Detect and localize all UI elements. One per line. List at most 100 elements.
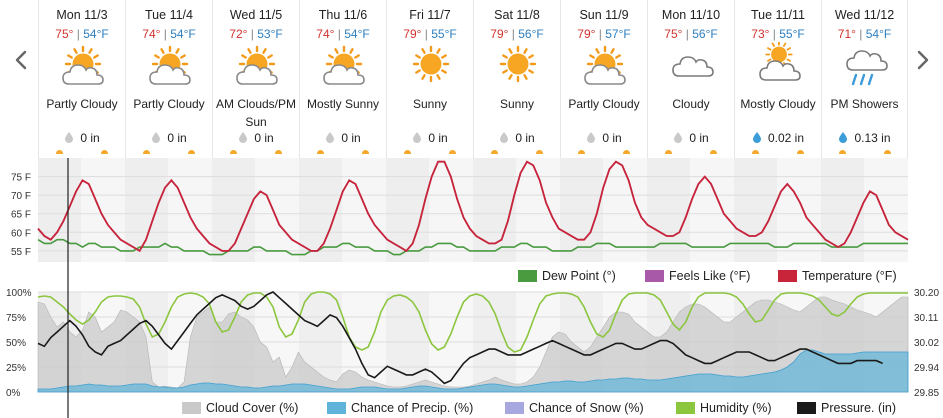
precip-amount: 0 in (648, 131, 734, 145)
high-temp: 74° (316, 27, 335, 41)
day-column[interactable]: Wed 11/5 72° | 53°F AM Clouds/PM Sun 0 i… (212, 0, 299, 160)
legend-swatch (645, 270, 664, 282)
day-column[interactable]: Mon 11/10 75° | 56°F Cloudy 0 in (647, 0, 734, 160)
cloud-cover-legend[interactable]: Cloud Cover (%) (182, 401, 298, 415)
pressure-legend[interactable]: Pressure. (in) (797, 401, 896, 415)
day-column[interactable]: Wed 11/12 71° | 54°F PM Showers 0.13 in (821, 0, 908, 160)
low-temp: 57°F (605, 27, 631, 41)
legend-label: Dew Point (°) (542, 269, 616, 283)
precip-chance-legend[interactable]: Chance of Precip. (%) (327, 401, 473, 415)
day-name: Thu 11/6 (318, 8, 368, 22)
high-temp: 79° (490, 27, 509, 41)
low-temp: 55°F (779, 27, 805, 41)
precip-amount: 0 in (474, 131, 560, 145)
condition-label: Sunny (412, 97, 448, 111)
percent-y-tick: 25% (6, 363, 26, 374)
temp-y-tick: 55 F (11, 247, 31, 258)
temp-y-tick: 70 F (11, 191, 31, 202)
day-temps: 73° | 55°F (751, 27, 805, 41)
rain-drop-icon (838, 131, 854, 145)
night-band (299, 158, 342, 262)
day-column[interactable]: Sun 11/9 79° | 57°F Partly Cloudy 0 in (560, 0, 647, 160)
day-name: Sun 11/9 (579, 8, 629, 22)
condition-label: Cloudy (672, 97, 710, 111)
cloud-cover-area (37, 296, 909, 393)
day-column[interactable]: Fri 11/7 79° | 55°F Sunny 0 in (386, 0, 473, 160)
high-temp: 79° (577, 27, 596, 41)
condition-label: Mostly Cloudy (740, 97, 816, 111)
day-column[interactable]: Mon 11/3 75° | 54°F Partly Cloudy 0 in (38, 0, 125, 160)
high-temp: 73° (751, 27, 770, 41)
day-column[interactable]: Sat 11/8 79° | 56°F Sunny 0 in (473, 0, 560, 160)
day-name: Tue 11/4 (145, 8, 193, 22)
humidity-legend[interactable]: Humidity (%) (676, 401, 772, 415)
snow-chance-legend[interactable]: Chance of Snow (%) (505, 401, 644, 415)
partly-cloudy-icon (323, 45, 365, 85)
partly-cloudy-icon (149, 45, 191, 85)
night-band (734, 158, 777, 262)
precip-amount: 0 in (561, 131, 647, 145)
night-band (647, 158, 690, 262)
dew-point-line (37, 238, 908, 256)
pressure-y-tick: 29.94 (914, 363, 939, 374)
legend-swatch (676, 402, 695, 414)
next-days-button[interactable] (908, 44, 936, 76)
sunrise-sunset-marks (561, 150, 647, 156)
day-temps: 75° | 54°F (55, 27, 109, 41)
chevron-left-icon (15, 50, 27, 70)
legend-swatch (518, 270, 537, 282)
high-temp: 79° (403, 27, 422, 41)
day-column[interactable]: Thu 11/6 74° | 54°F Mostly Sunny 0 in (299, 0, 386, 160)
day-temps: 79° | 55°F (403, 27, 457, 41)
legend-label: Temperature (°F) (802, 269, 897, 283)
showers-icon (846, 50, 888, 86)
sunrise-icon (491, 150, 498, 154)
sunrise-sunset-marks (735, 150, 821, 156)
sunny-icon (412, 45, 450, 83)
legend-label: Pressure. (in) (821, 401, 896, 415)
pressure-y-tick: 30.11 (914, 313, 939, 324)
condition-label: Mostly Sunny (306, 97, 380, 111)
night-band (473, 158, 516, 262)
previous-days-button[interactable] (8, 44, 36, 76)
legend-label: Feels Like (°F) (669, 269, 750, 283)
sunrise-sunset-marks (39, 150, 125, 156)
sunrise-sunset-marks (474, 150, 560, 156)
rain-drop-icon (752, 131, 768, 145)
temperature-legend[interactable]: Temperature (°F) (778, 269, 897, 283)
partly-cloudy-icon (236, 45, 278, 85)
condition-label: Partly Cloudy (46, 97, 118, 111)
condition-label: Partly Cloudy (568, 97, 640, 111)
low-temp: 54°F (170, 27, 196, 41)
day-temps: 74° | 54°F (316, 27, 370, 41)
sunset-icon (797, 150, 804, 154)
sunset-icon (884, 150, 891, 154)
day-name: Tue 11/11 (751, 8, 805, 22)
mostly-cloudy-icon (759, 42, 801, 81)
day-temps: 71° | 54°F (837, 27, 892, 41)
partly-cloudy-icon (62, 45, 104, 85)
high-temp: 71° (837, 27, 856, 41)
day-column[interactable]: Tue 11/4 74° | 54°F Partly Cloudy 0 in (125, 0, 212, 160)
dry-drop-icon (325, 131, 341, 145)
day-name: Mon 11/10 (661, 8, 721, 22)
legend-label: Chance of Snow (%) (529, 401, 644, 415)
high-temp: 75° (664, 27, 683, 41)
dry-drop-icon (238, 131, 254, 145)
precip-amount: 0 in (126, 131, 212, 145)
dew-point-legend[interactable]: Dew Point (°) (518, 269, 616, 283)
hourly-charts: 75 F 70 F 65 F 60 F 55 F Dew Point (°) Feels L… (6, 158, 939, 418)
day-column[interactable]: Tue 11/11 73° | 55°F Mostly Cloudy 0.02 … (734, 0, 821, 160)
sunrise-icon (752, 150, 759, 154)
legend-label: Chance of Precip. (%) (351, 401, 473, 415)
sunset-icon (188, 150, 195, 154)
sunrise-sunset-marks (126, 150, 212, 156)
day-name: Sat 11/8 (494, 8, 540, 22)
sunrise-icon (317, 150, 324, 154)
sunrise-sunset-marks (300, 150, 386, 156)
high-temp: 75° (55, 27, 74, 41)
condition-label: PM Showers (830, 97, 899, 111)
night-band (38, 158, 81, 262)
feels-like-legend[interactable]: Feels Like (°F) (645, 269, 750, 283)
temp-y-tick: 60 F (11, 228, 31, 239)
